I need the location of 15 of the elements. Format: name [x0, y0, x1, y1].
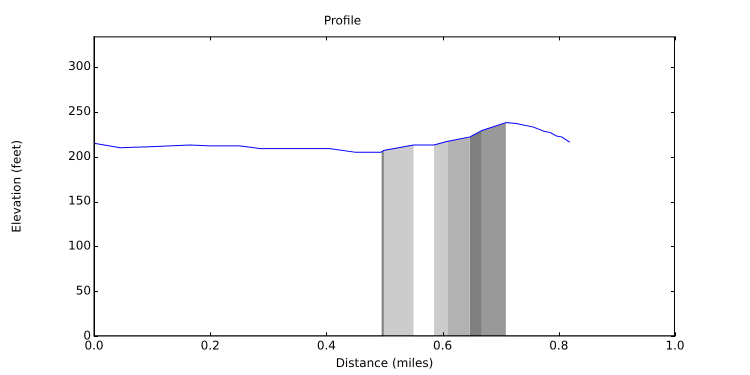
x-axis-title: Distance (miles) — [336, 356, 434, 370]
y-tick-label: 300 — [68, 59, 91, 74]
x-tick-label: 0.2 — [200, 338, 220, 353]
y-tick-label: 150 — [68, 194, 91, 208]
y-axis-title: Elevation (feet) — [9, 140, 24, 233]
y-tick-label: 100 — [68, 238, 91, 253]
y-tick-label: 250 — [68, 104, 91, 118]
x-tick-label: 0.4 — [316, 338, 336, 353]
chart-title: Profile — [324, 13, 362, 28]
y-tick-label: 200 — [68, 148, 91, 163]
x-tick-label: 0.6 — [433, 338, 452, 353]
x-tick-label: 0.0 — [84, 338, 104, 353]
y-tick-label: 50 — [76, 283, 91, 298]
x-tick-label: 1.0 — [665, 338, 685, 353]
x-tick-label: 0.8 — [549, 338, 568, 353]
